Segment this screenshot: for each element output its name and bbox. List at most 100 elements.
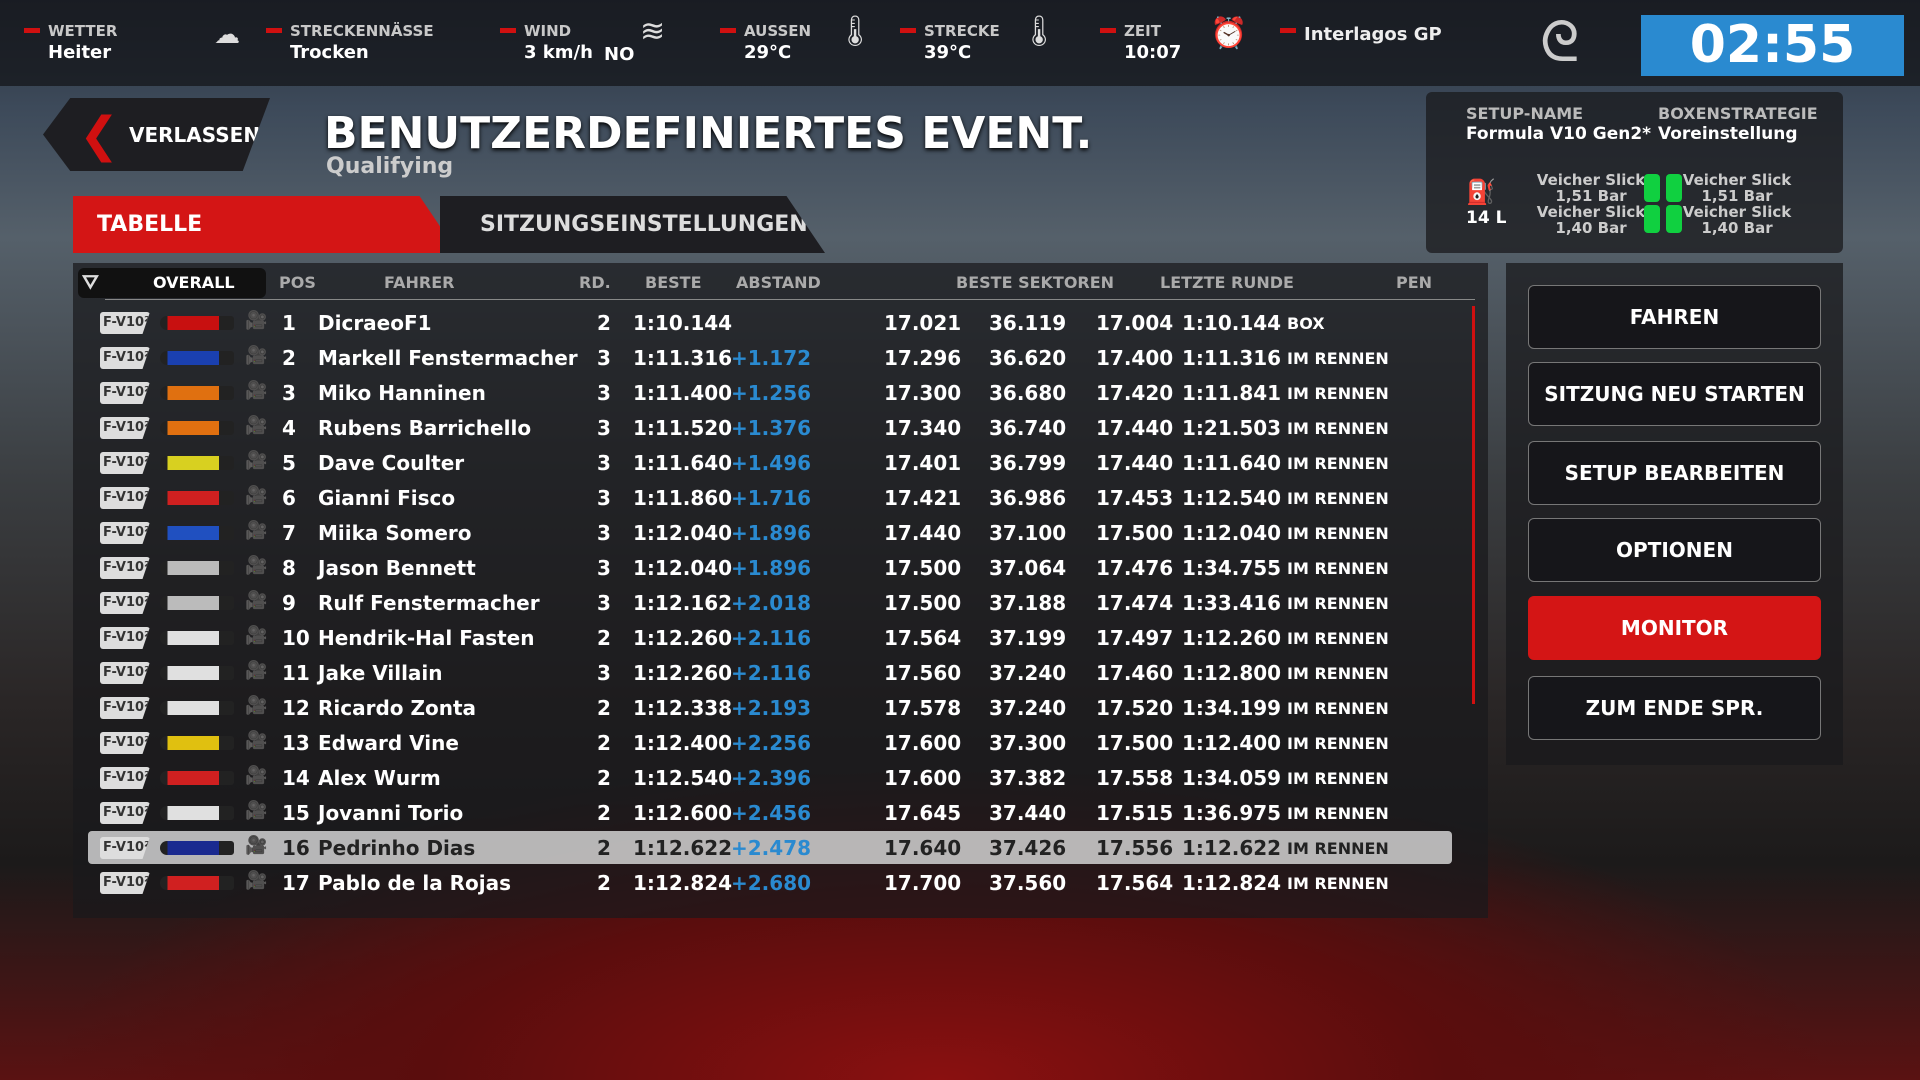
table-row[interactable]: 🎥 F-V10² 4 Rubens Barrichello 3 1:11.520 +1.37… (88, 411, 1452, 444)
gap: +1.896 (731, 521, 812, 545)
table-row[interactable]: 🎥 F-V10² 9 Rulf Fenstermacher 3 1:12.162 +2.01… (88, 586, 1452, 619)
status: IM RENNEN (1287, 559, 1389, 578)
best-lap: 1:11.860 (633, 486, 733, 510)
header-best[interactable]: BESTE (645, 273, 702, 292)
laps: 2 (597, 696, 611, 720)
sector-3: 17.520 (1096, 696, 1174, 720)
tab-table[interactable]: TABELLE (73, 196, 458, 253)
tyre-indicator (1644, 174, 1660, 202)
camera-icon[interactable]: 🎥 (245, 835, 268, 856)
sector-3: 17.453 (1096, 486, 1174, 510)
car-livery-icon (160, 771, 234, 785)
driver-name: Markell Fenstermacher (318, 346, 578, 370)
camera-icon[interactable]: 🎥 (245, 450, 268, 471)
camera-icon[interactable]: 🎥 (245, 380, 268, 401)
table-row[interactable]: 🎥 F-V10² 17 Pablo de la Rojas 2 1:12.824 +2.68… (88, 866, 1452, 899)
camera-icon[interactable]: 🎥 (245, 555, 268, 576)
pit-strategy: Voreinstellung (1658, 124, 1798, 144)
header-best-sectors[interactable]: BESTE SEKTOREN (956, 273, 1115, 292)
driver-name: Miko Hanninen (318, 381, 486, 405)
restart-session-button[interactable]: SITZUNG NEU STARTEN (1528, 362, 1821, 426)
table-row[interactable]: 🎥 F-V10² 10 Hendrik-Hal Fasten 2 1:12.260 +2.1… (88, 621, 1452, 654)
wind-info: WIND 3 km/h (500, 22, 593, 63)
table-row[interactable]: 🎥 F-V10² 2 Markell Fenstermacher 3 1:11.316 +1… (88, 341, 1452, 374)
drive-button[interactable]: FAHREN (1528, 285, 1821, 349)
skip-to-end-button[interactable]: ZUM ENDE SPR. (1528, 676, 1821, 740)
last-lap: 1:21.503 (1182, 416, 1282, 440)
edit-setup-button[interactable]: SETUP BEARBEITEN (1528, 441, 1821, 505)
last-lap: 1:33.416 (1182, 591, 1282, 615)
sector-2: 37.382 (989, 766, 1067, 790)
position: 3 (282, 381, 296, 405)
tyre-indicator (1666, 205, 1682, 233)
best-lap: 1:12.162 (633, 591, 733, 615)
camera-icon[interactable]: 🎥 (245, 520, 268, 541)
car-livery-icon (160, 561, 234, 575)
sector-3: 17.440 (1096, 416, 1174, 440)
gap: +2.680 (731, 871, 812, 895)
last-lap: 1:12.260 (1182, 626, 1282, 650)
thermometer-icon: 🌡 (1020, 14, 1059, 49)
table-row[interactable]: 🎥 F-V10² 11 Jake Villain 3 1:12.260 +2.116 17.5… (88, 656, 1452, 689)
table-row[interactable]: 🎥 F-V10² 15 Jovanni Torio 2 1:12.600 +2.456 17.… (88, 796, 1452, 829)
camera-icon[interactable]: 🎥 (245, 870, 268, 891)
best-lap: 1:12.400 (633, 731, 733, 755)
status: IM RENNEN (1287, 524, 1389, 543)
page-title: BENUTZERDEFINIERTES EVENT. (324, 108, 1093, 159)
gap: +1.496 (731, 451, 812, 475)
best-lap: 1:12.260 (633, 626, 733, 650)
table-row[interactable]: 🎥 F-V10² 6 Gianni Fisco 3 1:11.860 +1.716 17.42… (88, 481, 1452, 514)
driver-name: Jake Villain (318, 661, 443, 685)
exit-button[interactable]: ❮ VERLASSEN (43, 98, 270, 171)
tab-session-settings[interactable]: SITZUNGSEINSTELLUNGEN (440, 196, 825, 253)
track-name: Interlagos GP (1280, 22, 1442, 45)
table-row[interactable]: 🎥 F-V10² 7 Miika Somero 3 1:12.040 +1.896 17.44… (88, 516, 1452, 549)
time-info: ZEIT 10:07 (1100, 22, 1181, 63)
gap: +1.716 (731, 486, 812, 510)
camera-icon[interactable]: 🎥 (245, 625, 268, 646)
filter-icon[interactable]: ⛛ (82, 270, 99, 294)
sector-2: 37.240 (989, 696, 1067, 720)
table-row[interactable]: 🎥 F-V10² 12 Ricardo Zonta 2 1:12.338 +2.193 17.… (88, 691, 1452, 724)
scrollbar[interactable] (1472, 306, 1475, 704)
sector-1: 17.340 (884, 416, 962, 440)
laps: 3 (597, 416, 611, 440)
position: 6 (282, 486, 296, 510)
camera-icon[interactable]: 🎥 (245, 800, 268, 821)
camera-icon[interactable]: 🎥 (245, 485, 268, 506)
table-row[interactable]: 🎥 F-V10² 16 Pedrinho Dias 2 1:12.622 +2.478 17.… (88, 831, 1452, 864)
camera-icon[interactable]: 🎥 (245, 310, 268, 331)
camera-icon[interactable]: 🎥 (245, 765, 268, 786)
header-penalty[interactable]: PEN (1396, 273, 1433, 292)
table-row[interactable]: 🎥 F-V10² 5 Dave Coulter 3 1:11.640 +1.496 17.40… (88, 446, 1452, 479)
header-gap[interactable]: ABSTAND (736, 273, 821, 292)
monitor-button[interactable]: MONITOR (1528, 596, 1821, 660)
header-last-lap[interactable]: LETZTE RUNDE (1160, 273, 1294, 292)
table-row[interactable]: 🎥 F-V10² 1 DicraeoF1 2 1:10.144 17.021 36.119 17… (88, 306, 1452, 339)
last-lap: 1:12.540 (1182, 486, 1282, 510)
header-pos[interactable]: POS (279, 273, 316, 292)
header-driver[interactable]: FAHRER (384, 273, 455, 292)
camera-icon[interactable]: 🎥 (245, 660, 268, 681)
table-row[interactable]: 🎥 F-V10² 8 Jason Bennett 3 1:12.040 +1.896 17.5… (88, 551, 1452, 584)
status: BOX (1287, 314, 1325, 333)
options-button[interactable]: OPTIONEN (1528, 518, 1821, 582)
camera-icon[interactable]: 🎥 (245, 695, 268, 716)
table-row[interactable]: 🎥 F-V10² 13 Edward Vine 2 1:12.400 +2.256 17.60… (88, 726, 1452, 759)
camera-icon[interactable]: 🎥 (245, 345, 268, 366)
camera-icon[interactable]: 🎥 (245, 415, 268, 436)
position: 11 (282, 661, 310, 685)
table-row[interactable]: 🎥 F-V10² 3 Miko Hanninen 3 1:11.400 +1.256 17.3… (88, 376, 1452, 409)
position: 12 (282, 696, 310, 720)
filter-overall[interactable] (78, 268, 266, 298)
sector-1: 17.645 (884, 801, 962, 825)
filter-label: OVERALL (153, 273, 235, 292)
camera-icon[interactable]: 🎥 (245, 590, 268, 611)
track-wetness-info: STRECKENNÄSSE Trocken (266, 22, 434, 63)
table-row[interactable]: 🎥 F-V10² 14 Alex Wurm 2 1:12.540 +2.396 17.600 3… (88, 761, 1452, 794)
camera-icon[interactable]: 🎥 (245, 730, 268, 751)
laps: 3 (597, 486, 611, 510)
sector-2: 37.100 (989, 521, 1067, 545)
sector-3: 17.497 (1096, 626, 1174, 650)
header-laps[interactable]: RD. (579, 273, 611, 292)
